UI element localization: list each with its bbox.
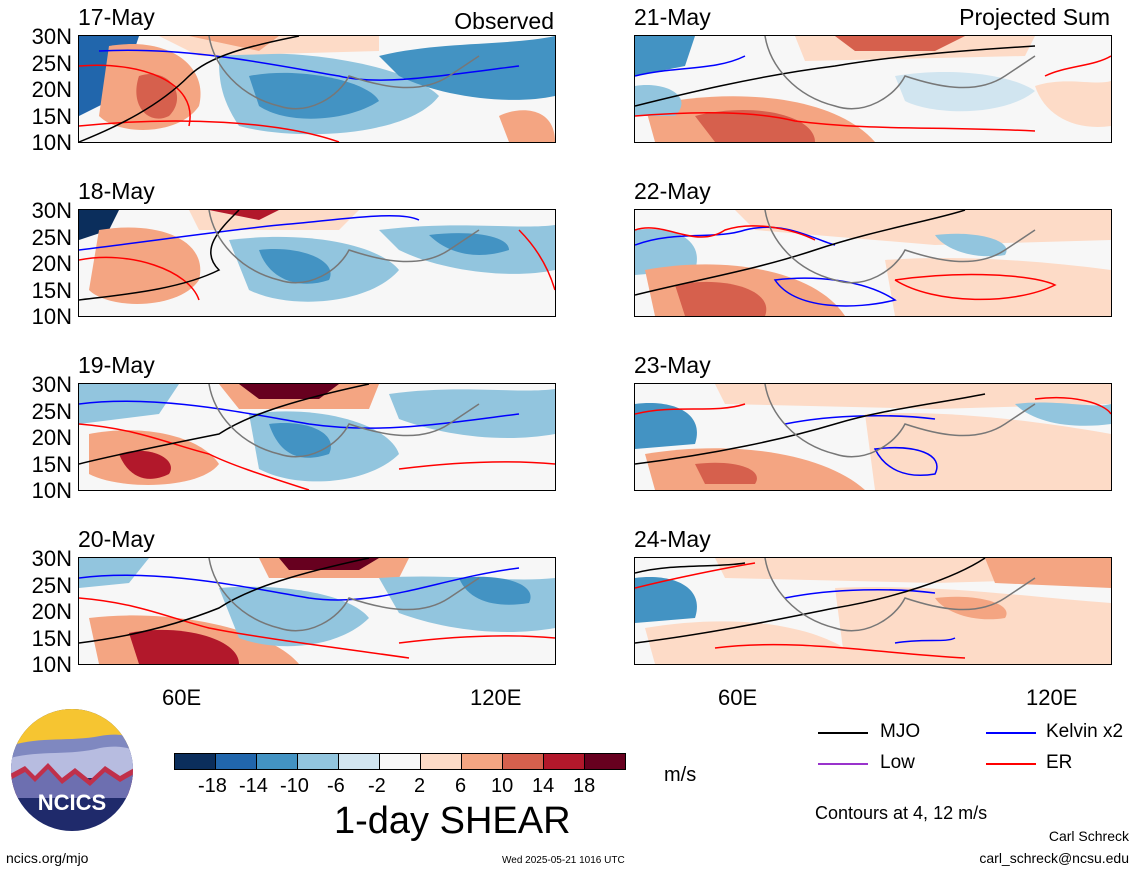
- lat-label: 25N: [31, 399, 72, 424]
- legend-line-kelvin: [986, 732, 1036, 734]
- contours-note: Contours at 4, 12 m/s: [815, 803, 988, 823]
- panel-date-label: 23-May: [634, 352, 711, 378]
- colorbar-tick: -6: [327, 775, 345, 797]
- legend-label-kelvin: Kelvin x2: [1046, 721, 1124, 742]
- lat-label: 25N: [31, 51, 72, 76]
- ncics-logo: NCICS: [10, 708, 134, 832]
- legend-label-low: Low: [880, 752, 915, 773]
- lat-label: 15N: [31, 278, 72, 303]
- colorbar-swatch: [543, 753, 585, 770]
- colorbar-tick: -10: [280, 775, 309, 797]
- colorbar-tick: 18: [573, 775, 596, 797]
- legend-line-low: [818, 763, 868, 765]
- projected-header: Projected Sum: [959, 4, 1110, 30]
- lat-label: 30N: [31, 198, 72, 223]
- shear-map: [78, 35, 556, 143]
- colorbar-swatch: [420, 753, 462, 770]
- lat-label: 15N: [31, 626, 72, 651]
- shear-map: [634, 35, 1112, 143]
- colorbar-swatch: [584, 753, 626, 770]
- lat-label: 15N: [31, 452, 72, 477]
- lat-label: 10N: [31, 652, 72, 677]
- lat-label: 25N: [31, 573, 72, 598]
- colorbar-swatch: [502, 753, 544, 770]
- lon-label: 120E: [1026, 685, 1078, 710]
- shear-map: [634, 557, 1112, 665]
- lat-label: 30N: [31, 546, 72, 571]
- colorbar-tick: 2: [414, 775, 426, 797]
- logo-text: NCICS: [38, 790, 106, 815]
- colorbar-tick: 6: [455, 775, 467, 797]
- lon-label: 120E: [470, 685, 522, 710]
- panel-date-label: 18-May: [78, 178, 155, 204]
- legend-line-er: [986, 763, 1036, 765]
- footer-timestamp: Wed 2025-05-21 1016 UTC: [502, 855, 625, 866]
- lat-label: 10N: [31, 130, 72, 155]
- lat-label: 30N: [31, 372, 72, 397]
- observed-header: Observed: [454, 8, 554, 34]
- colorbar-tick: 14: [532, 775, 555, 797]
- colorbar-swatch: [461, 753, 503, 770]
- panel-date-label: 21-May: [634, 4, 711, 30]
- panel-date-label: 19-May: [78, 352, 155, 378]
- colorbar-swatch: [297, 753, 339, 770]
- panel-date-label: 17-May: [78, 4, 155, 30]
- colorbar-swatch: [215, 753, 257, 770]
- lon-label: 60E: [162, 685, 202, 710]
- lat-label: 10N: [31, 304, 72, 329]
- lat-label: 15N: [31, 104, 72, 129]
- panel-date-label: 20-May: [78, 526, 155, 552]
- shear-map: [78, 557, 556, 665]
- colorbar-swatch: [256, 753, 298, 770]
- shear-map: [634, 383, 1112, 491]
- lat-label: 20N: [31, 425, 72, 450]
- colorbar-swatch: [338, 753, 380, 770]
- colorbar-tick: -14: [239, 775, 268, 797]
- colorbar-swatch: [379, 753, 421, 770]
- colorbar-units: m/s: [664, 764, 697, 786]
- lat-label: 30N: [31, 24, 72, 49]
- panel-date-label: 22-May: [634, 178, 711, 204]
- plot-title: 1-day SHEAR: [334, 800, 571, 842]
- legend-label-mjo: MJO: [880, 721, 921, 742]
- lat-label: 20N: [31, 77, 72, 102]
- footer-url: ncics.org/mjo: [6, 850, 89, 866]
- panel-date-label: 24-May: [634, 526, 711, 552]
- lon-label: 60E: [718, 685, 758, 710]
- shear-map: [78, 383, 556, 491]
- colorbar-tick: -2: [368, 775, 386, 797]
- footer-author: Carl Schreck: [1048, 828, 1129, 844]
- lat-label: 10N: [31, 478, 72, 503]
- footer-email: carl_schreck@ncsu.edu: [979, 850, 1129, 866]
- colorbar-swatch: [174, 753, 216, 770]
- colorbar-tick: 10: [491, 775, 514, 797]
- lat-label: 25N: [31, 225, 72, 250]
- shear-map: [634, 209, 1112, 317]
- legend-label-er: ER: [1046, 752, 1073, 773]
- legend-line-mjo: [818, 732, 868, 734]
- lat-label: 20N: [31, 599, 72, 624]
- colorbar-tick: -18: [198, 775, 227, 797]
- lat-label: 20N: [31, 251, 72, 276]
- shear-map: [78, 209, 556, 317]
